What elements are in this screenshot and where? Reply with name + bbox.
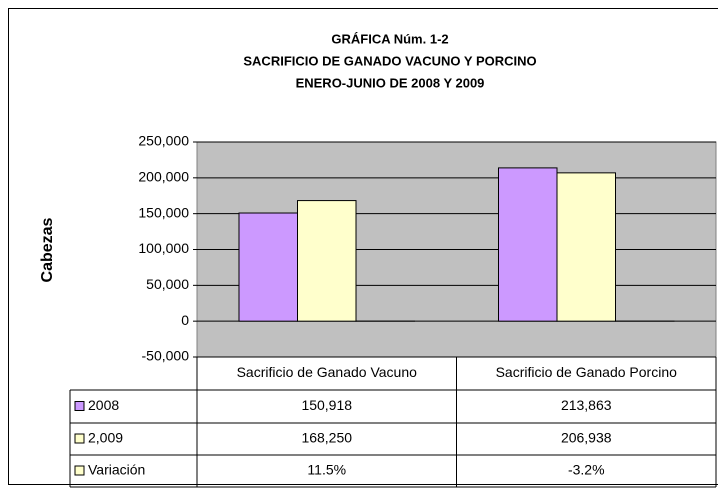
legend-label: 2,009 xyxy=(88,430,123,446)
bar xyxy=(297,200,357,322)
y-tick-label: -50,000 xyxy=(142,348,190,364)
legend-label: 2008 xyxy=(88,397,119,413)
legend-label: Variación xyxy=(88,462,145,478)
x-tick-label: Sacrificio de Ganado Vacuno xyxy=(237,364,418,380)
y-tick-label: 150,000 xyxy=(138,204,189,220)
chart-subtitle: ENERO-JUNIO DE 2008 Y 2009 xyxy=(296,75,485,90)
table-value: 168,250 xyxy=(301,430,352,446)
y-tick-label: 100,000 xyxy=(138,240,189,256)
table-value: 206,938 xyxy=(561,430,612,446)
y-axis-label: Cabezas xyxy=(39,217,56,282)
chart-subtitle: SACRIFICIO DE GANADO VACUNO Y PORCINO xyxy=(243,53,536,68)
legend-swatch xyxy=(74,433,85,444)
y-tick-label: 50,000 xyxy=(146,276,189,292)
table-value: -3.2% xyxy=(568,462,605,478)
table-value: 11.5% xyxy=(307,462,346,478)
legend-swatch xyxy=(74,465,85,476)
chart-title: GRÁFICA Núm. 1-2 xyxy=(331,31,448,46)
table-value: 213,863 xyxy=(561,397,612,413)
table-value: 150,918 xyxy=(301,397,352,413)
bar xyxy=(556,172,616,322)
x-tick-label: Sacrificio de Ganado Porcino xyxy=(496,364,678,380)
y-tick-label: 0 xyxy=(181,312,189,328)
bar xyxy=(238,212,298,322)
legend-swatch xyxy=(74,401,85,411)
y-tick-label: 250,000 xyxy=(138,133,189,149)
bar xyxy=(498,167,558,322)
y-tick-label: 200,000 xyxy=(138,169,189,185)
